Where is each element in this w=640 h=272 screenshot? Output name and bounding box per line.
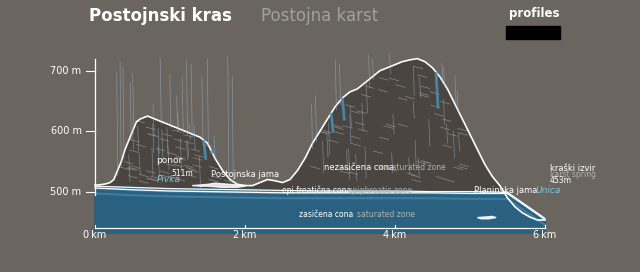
Text: 511m: 511m: [172, 169, 193, 178]
Text: 600 m: 600 m: [51, 126, 81, 136]
Text: 6 km: 6 km: [533, 230, 556, 240]
Polygon shape: [477, 217, 496, 219]
Polygon shape: [95, 59, 545, 234]
Text: epi freatična cona: epi freatična cona: [282, 186, 352, 195]
Polygon shape: [193, 183, 245, 187]
Polygon shape: [95, 188, 545, 234]
Text: 500 m: 500 m: [51, 187, 81, 197]
Polygon shape: [95, 186, 545, 220]
Text: ponor: ponor: [157, 156, 183, 165]
Text: saturated zone: saturated zone: [357, 210, 415, 219]
Text: Postojnska jama: Postojnska jama: [211, 170, 280, 179]
Text: 0 km: 0 km: [83, 230, 107, 240]
Text: nezasičena cona: nezasičena cona: [324, 163, 394, 172]
Text: unsaturated zone: unsaturated zone: [378, 163, 446, 172]
Text: Planinska jama: Planinska jama: [474, 186, 537, 195]
Text: Pivka: Pivka: [157, 175, 180, 184]
Text: 453m: 453m: [550, 176, 572, 185]
Text: kraški izvir: kraški izvir: [550, 164, 595, 173]
Text: profiles: profiles: [509, 7, 559, 20]
Text: 700 m: 700 m: [51, 66, 81, 76]
Text: karst spring: karst spring: [550, 170, 596, 179]
Text: 4 km: 4 km: [383, 230, 406, 240]
Text: Unica: Unica: [535, 186, 561, 195]
Text: Postojnski kras: Postojnski kras: [88, 7, 232, 25]
Text: 2 km: 2 km: [234, 230, 257, 240]
Text: zasičena cona: zasičena cona: [299, 210, 353, 219]
Text: epiphreatic zone: epiphreatic zone: [348, 186, 413, 195]
Text: Postojna karst: Postojna karst: [261, 7, 379, 25]
